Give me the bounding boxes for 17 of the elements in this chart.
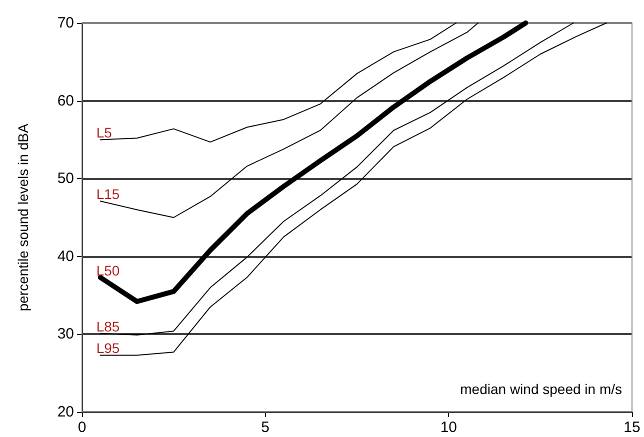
y-tick-label: 70 [57,14,74,32]
x-tick-label: 5 [261,419,270,436]
x-tick-label: 0 [78,419,86,436]
y-axis-title: percentile sound levels in dBA [15,123,31,312]
series-label: L50 [96,262,120,278]
series-label: L15 [96,186,120,202]
y-tick-label: 50 [57,170,74,188]
y-tick-label: 40 [57,248,74,265]
series-label: L85 [96,318,120,334]
x-axis-title: median wind speed in m/s [460,381,622,397]
x-tick-label: 15 [624,419,640,436]
y-tick-label: 60 [57,92,74,110]
series-label: L5 [96,124,112,141]
x-tick-label: 10 [440,419,458,436]
y-tick-label: 20 [57,404,74,420]
series-label: L95 [96,340,120,356]
y-tick-label: 30 [57,326,74,343]
